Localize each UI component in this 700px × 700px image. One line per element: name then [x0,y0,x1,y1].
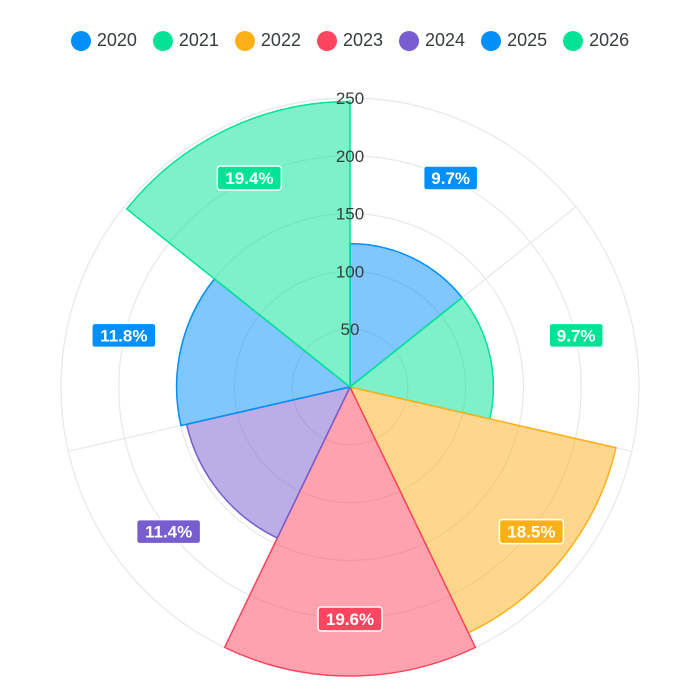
data-label-text: 11.8% [100,326,147,345]
data-label-2026: 19.4% [216,165,283,191]
data-label-box [548,322,604,349]
data-label-text: 11.4% [145,523,192,542]
legend-item-2022[interactable]: 2022 [234,30,301,51]
data-label-2023: 19.6% [317,606,383,632]
legend-label: 2020 [96,30,137,50]
data-label-text: 18.5% [507,523,555,542]
legend-item-2021[interactable]: 2021 [152,30,219,51]
data-label-box [91,322,157,349]
legend-item-2023[interactable]: 2023 [316,30,384,51]
legend-label: 2021 [178,30,219,50]
data-label-text: 19.6% [326,610,374,629]
legend-item-2025[interactable]: 2025 [481,30,547,51]
sector-2025[interactable] [175,277,352,427]
radial-tick-label: 100 [336,262,364,281]
legend-marker [563,30,584,51]
legend-label: 2023 [342,30,384,50]
radial-tick-label: 50 [341,320,360,339]
data-label-box [317,606,383,632]
legend-label: 2022 [260,30,301,50]
sector-2021[interactable] [348,296,495,420]
legend-item-2024[interactable]: 2024 [399,30,465,51]
legend-marker [152,30,173,51]
data-label-2025: 11.8% [91,322,157,349]
radial-tick-label: 250 [336,89,364,108]
data-label-2020: 9.7% [422,165,479,191]
legend-label: 2024 [425,30,466,50]
sector-2026[interactable] [125,100,351,389]
data-label-text: 9.7% [431,169,470,188]
legend-item-2020[interactable]: 2020 [70,30,137,51]
data-label-box [216,165,283,191]
legend-marker [234,30,255,51]
sector-2024[interactable] [185,385,352,540]
legend-marker [316,30,337,51]
legend-marker [399,30,420,51]
data-label-text: 9.7% [557,326,596,345]
legend-item-2026[interactable]: 2026 [563,30,629,51]
legend-marker [70,30,91,51]
radial-tick-label: 150 [336,205,364,224]
legend-marker [481,30,502,51]
sector-2023[interactable] [223,385,477,677]
legend-label: 2025 [507,30,548,50]
legend-label: 2026 [589,30,630,50]
data-label-2021: 9.7% [548,322,604,349]
chart-legend: 2020 2021 2022 2023 2024 2025 2026 [0,30,700,51]
data-label-2022: 18.5% [498,518,565,545]
data-label-box [422,165,479,191]
data-label-box [135,518,202,545]
sector-2022[interactable] [348,385,617,634]
data-label-2024: 11.4% [135,518,202,545]
data-label-text: 19.4% [225,169,273,188]
sector-2020[interactable] [349,242,464,389]
radial-tick-label: 200 [336,147,364,166]
data-label-box [498,518,565,545]
